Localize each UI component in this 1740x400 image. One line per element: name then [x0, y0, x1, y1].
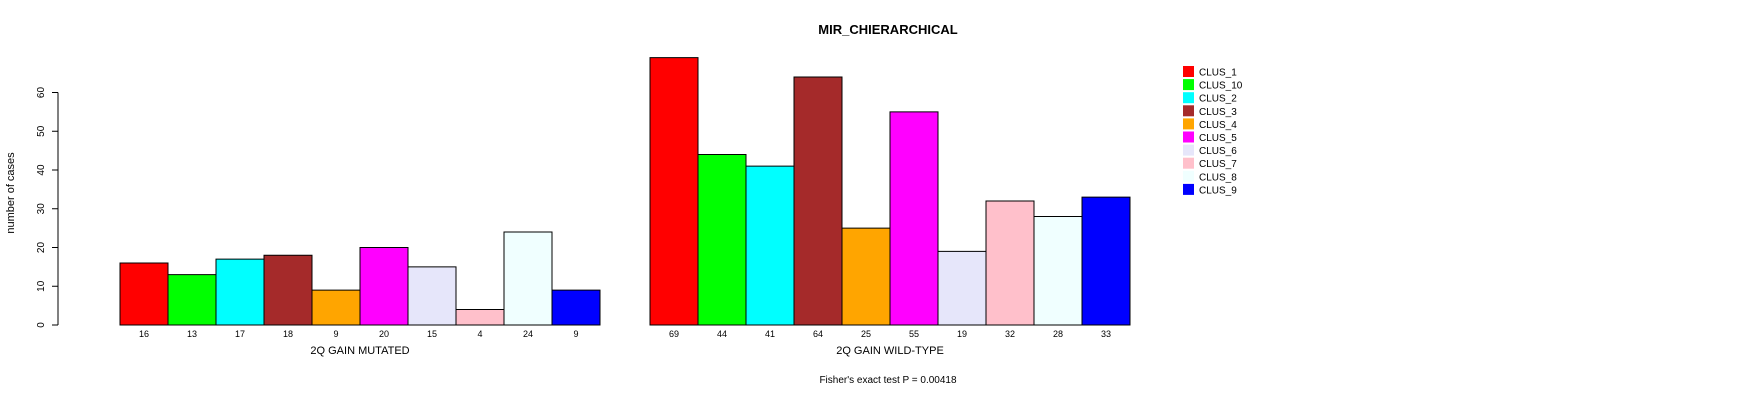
bar-value-label: 18: [283, 329, 293, 339]
bar-value-label: 41: [765, 329, 775, 339]
legend: CLUS_1 CLUS_10 CLUS_2 CLUS_3 CLUS_4 CLUS_5 CLU…: [1183, 66, 1243, 196]
bar: [503, 231, 553, 326]
legend-label: CLUS_10: [1199, 81, 1243, 92]
legend-label: CLUS_9: [1199, 185, 1237, 196]
y-tick-label: 40: [36, 164, 47, 176]
bar: [889, 111, 939, 326]
legend-swatch: [1183, 183, 1194, 195]
group-label: 2Q GAIN MUTATED: [310, 345, 409, 357]
legend-swatch: [1183, 66, 1194, 77]
bar-value-label: 15: [427, 329, 437, 339]
bar-value-label: 44: [717, 329, 727, 339]
y-tick-label: 0: [36, 322, 47, 328]
legend-label: CLUS_1: [1199, 68, 1237, 79]
bar: [311, 289, 361, 326]
bar: [455, 309, 505, 326]
bar: [937, 250, 987, 326]
legend-swatch: [1183, 118, 1194, 130]
bar: [793, 76, 843, 326]
legend-label: CLUS_6: [1199, 146, 1237, 157]
legend-label: CLUS_4: [1199, 120, 1237, 131]
bar-value-label: 64: [813, 329, 823, 339]
bar-value-label: 16: [139, 329, 149, 339]
y-axis-label: number of cases: [5, 152, 17, 234]
bar-value-label: 33: [1101, 329, 1111, 339]
bar-value-label: 9: [333, 329, 338, 339]
legend-swatch: [1183, 79, 1194, 91]
bar-value-label: 69: [669, 329, 679, 339]
bar-value-label: 28: [1053, 329, 1063, 339]
footnote: Fisher's exact test P = 0.00418: [819, 375, 957, 386]
bar-value-label: 32: [1005, 329, 1015, 339]
bar: [745, 165, 795, 326]
y-tick-label: 50: [36, 125, 47, 137]
bar: [551, 289, 601, 326]
chart-title: MIR_CHIERARCHICAL: [818, 22, 957, 37]
bar-value-label: 19: [957, 329, 967, 339]
y-tick-label: 60: [36, 87, 47, 99]
bar: [649, 57, 699, 326]
bar: [359, 247, 409, 326]
legend-label: CLUS_5: [1199, 133, 1237, 144]
legend-swatch: [1183, 131, 1194, 143]
y-tick-label: 30: [36, 203, 47, 215]
legend-swatch: [1183, 105, 1194, 117]
bar: [841, 227, 891, 326]
bar: [1081, 196, 1131, 326]
y-tick-label: 10: [36, 280, 47, 292]
bar-value-label: 4: [477, 329, 482, 339]
legend-label: CLUS_8: [1199, 172, 1237, 183]
bar: [119, 262, 169, 326]
bar-value-label: 13: [187, 329, 197, 339]
bar-value-label: 17: [235, 329, 245, 339]
bar-value-label: 25: [861, 329, 871, 339]
bar-value-label: 9: [573, 329, 578, 339]
group-label: 2Q GAIN WILD-TYPE: [836, 345, 944, 357]
legend-swatch: [1183, 92, 1194, 104]
group-labels: 2Q GAIN MUTATED 2Q GAIN WILD-TYPE: [310, 345, 943, 357]
bars: [119, 57, 1131, 326]
bar: [167, 274, 217, 326]
legend-label: CLUS_7: [1199, 159, 1237, 170]
legend-label: CLUS_2: [1199, 94, 1237, 105]
bar-value-label: 24: [523, 329, 533, 339]
y-axis: 0 10 20 30 40 50 60: [36, 87, 59, 328]
bar: [985, 200, 1035, 326]
bar-value-label: 20: [379, 329, 389, 339]
legend-swatch: [1183, 144, 1194, 156]
y-tick-label: 20: [36, 242, 47, 254]
bar: [407, 266, 457, 326]
legend-swatch: [1183, 170, 1194, 182]
bar: [215, 258, 265, 326]
bar-labels: 16 13 17 18 9 20 15 4 24 9 69 44 41 64 25 55 19 32 28 33: [139, 329, 1111, 339]
legend-swatch: [1183, 157, 1194, 169]
bar: [697, 154, 747, 326]
legend-label: CLUS_3: [1199, 107, 1237, 118]
bar: [1033, 216, 1083, 326]
bar: [263, 254, 313, 326]
bar-value-label: 55: [909, 329, 919, 339]
